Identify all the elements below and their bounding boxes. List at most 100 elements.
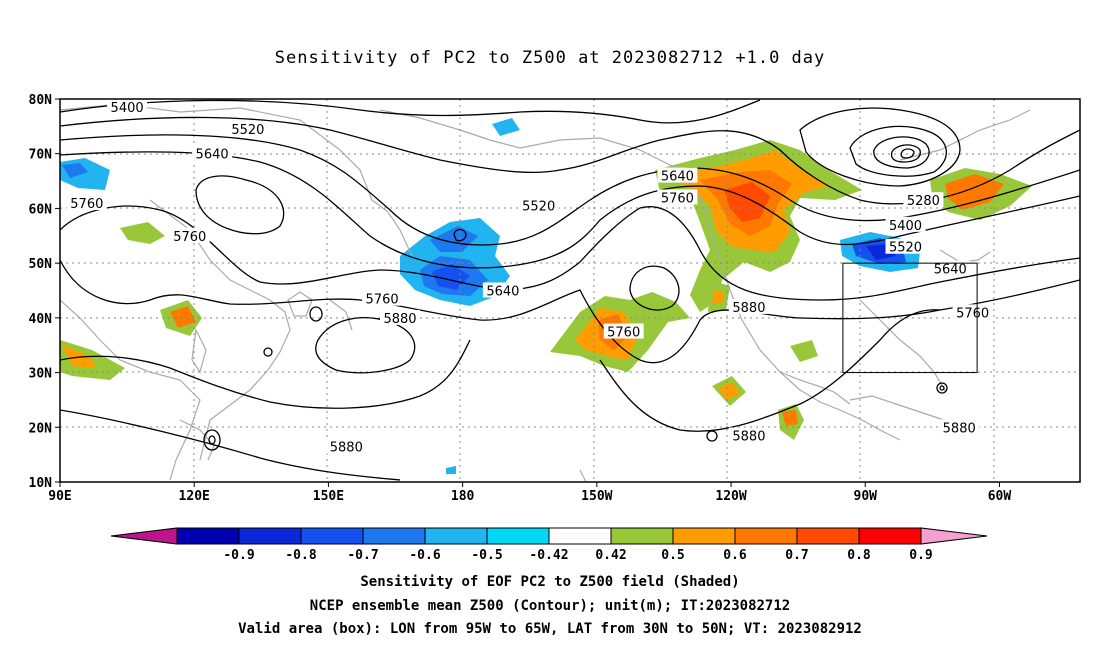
contour-label-bg: [903, 192, 944, 208]
shade-patch: [120, 222, 165, 244]
colorbar-label: 0.9: [909, 548, 932, 563]
shade-patch: [712, 290, 724, 304]
lat-label: 10N: [29, 476, 53, 491]
contour-label: 5280: [907, 194, 940, 209]
colorbar-segment: [176, 527, 240, 545]
lon-label: 90W: [854, 489, 878, 504]
colorbar-segment: [362, 527, 426, 545]
coastlines: [60, 103, 1031, 482]
colorbar-label: 0.7: [785, 548, 808, 563]
z500-contours: [60, 99, 1080, 481]
contour-label-bg: [107, 99, 148, 115]
caption-valid-area: Valid area (box): LON from 95W to 65W, L…: [238, 621, 862, 637]
shade-patch: [170, 306, 196, 328]
contour-label-bg: [728, 298, 769, 314]
lat-label: 20N: [29, 421, 53, 436]
shade-patch: [782, 410, 798, 426]
contour-label-bg: [728, 427, 769, 443]
colorbar-low-extend: [110, 527, 178, 545]
shade-patch: [790, 340, 818, 362]
contour-label-bg: [885, 216, 926, 232]
lat-label: 50N: [29, 257, 53, 272]
map-frame: [59, 98, 1081, 483]
colorbar-label: -0.7: [347, 548, 378, 563]
contour-label: 5520: [522, 200, 555, 215]
contour-label-bg: [657, 167, 698, 183]
contour-label: 5760: [661, 191, 694, 206]
contour-label: 5520: [889, 241, 922, 256]
contour-label: 5880: [732, 429, 765, 444]
contour-label-bg: [380, 309, 420, 325]
lat-label: 30N: [29, 367, 53, 382]
contour-label-bg: [952, 304, 993, 320]
shade-patch: [492, 118, 520, 136]
contour-label: 5400: [889, 219, 922, 234]
colorbar-label: -0.8: [285, 548, 316, 563]
contour-label: 5640: [934, 263, 967, 278]
colorbar-label: -0.42: [529, 548, 568, 563]
contour-label: 5880: [330, 440, 363, 455]
colorbar-segment: [300, 527, 364, 545]
lon-label: 120E: [179, 489, 210, 504]
lat-label: 70N: [29, 148, 53, 163]
colorbar-segment: [734, 527, 798, 545]
contour-label: 5760: [70, 197, 103, 212]
contour-label-bg: [657, 189, 698, 205]
lat-label: 40N: [29, 312, 53, 327]
colorbar-label: 0.8: [847, 548, 871, 563]
shade-patch: [718, 382, 740, 400]
lat-label: 80N: [29, 93, 53, 108]
colorbar-segment: [858, 527, 922, 545]
figure-title: Sensitivity of PC2 to Z500 at 2023082712…: [274, 48, 826, 68]
colorbar-segment: [548, 527, 612, 545]
contour-label: 5760: [607, 326, 640, 341]
contour-label: 5640: [196, 148, 229, 163]
colorbar-segment: [672, 527, 736, 545]
valid-area-box: [842, 262, 978, 374]
contour-label-bg: [326, 438, 367, 454]
contour-label: 5880: [383, 312, 416, 327]
contour-label-bg: [362, 290, 403, 306]
contour-label: 5760: [173, 230, 206, 245]
shade-patch: [945, 174, 1004, 210]
contour-label-bg: [518, 197, 559, 213]
contour-label-bg: [885, 238, 926, 254]
shade-patch: [432, 264, 470, 290]
shade-patch: [62, 345, 96, 368]
lon-label: 150W: [581, 489, 612, 504]
lon-label: 60W: [988, 489, 1012, 504]
contour-label: 5640: [486, 285, 519, 300]
lon-label: 120W: [715, 489, 746, 504]
lat-label: 60N: [29, 202, 53, 217]
colorbar-segment: [424, 527, 488, 545]
shade-patch: [446, 466, 456, 474]
caption-contour: NCEP ensemble mean Z500 (Contour); unit(…: [309, 598, 791, 614]
colorbar-label: -0.9: [223, 548, 254, 563]
contour-label: 5760: [956, 306, 989, 321]
contour-label: 5400: [111, 101, 144, 116]
contour-labels: 5400 5520 5640 5760 5760 5760 5880 5880 5520 5640…: [66, 99, 993, 455]
shade-patch: [60, 340, 125, 380]
contour-label: 5760: [366, 293, 399, 308]
shade-patch: [724, 182, 770, 222]
contour-label-bg: [603, 323, 644, 339]
shade-patch: [60, 158, 110, 190]
lon-label: 90E: [48, 489, 71, 504]
colorbar-segment: [796, 527, 860, 545]
colorbar-label: 0.6: [723, 548, 747, 563]
contour-label: 5880: [732, 301, 765, 316]
shade-patch: [62, 163, 88, 178]
colorbar-high-extend: [920, 527, 988, 545]
contour-label-bg: [192, 145, 233, 161]
contour-label-bg: [939, 419, 980, 435]
colorbar-label: -0.6: [409, 548, 440, 563]
colorbar-segment: [238, 527, 302, 545]
contour-label-bg: [169, 227, 210, 243]
longitude-labels: 90E 120E 150E 180 150W 120W 90W 60W: [48, 482, 1011, 504]
caption-shading: Sensitivity of EOF PC2 to Z500 field (Sh…: [360, 574, 740, 590]
contour-label-bg: [66, 194, 107, 210]
contour-label-bg: [482, 282, 523, 298]
colorbar-segment: [486, 527, 550, 545]
colorbar-label: -0.5: [471, 548, 502, 563]
